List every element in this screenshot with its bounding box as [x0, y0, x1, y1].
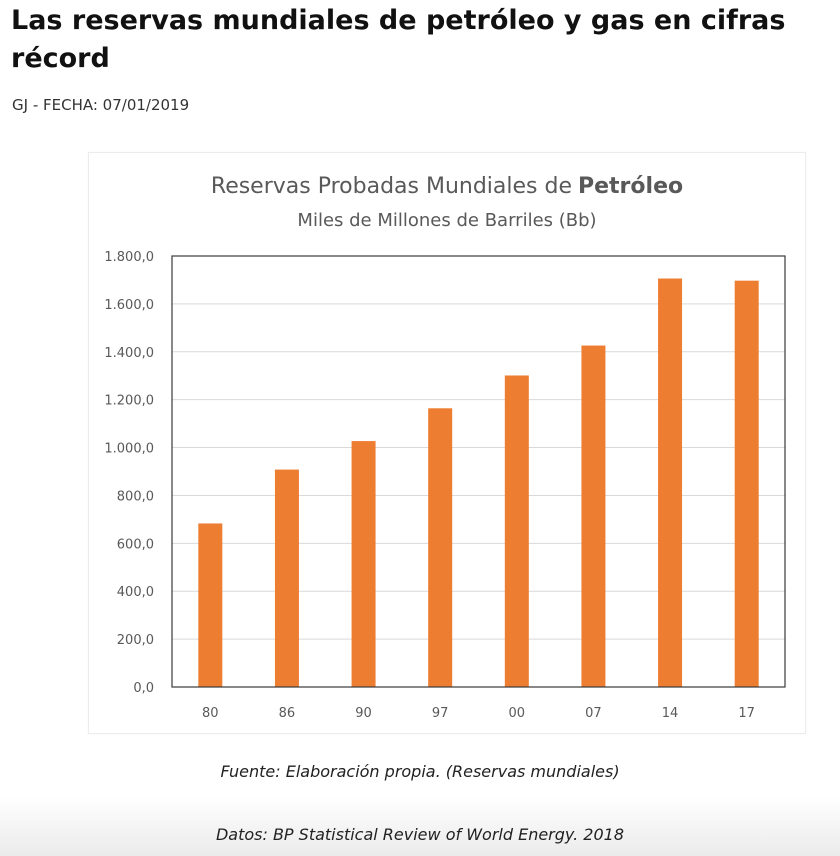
chart-title-bold: Petróleo [578, 174, 683, 199]
y-tick-label: 1.000,0 [104, 442, 154, 457]
bar-00 [504, 375, 529, 687]
y-tick-label: 1.800,0 [104, 250, 154, 265]
x-tick-label: 80 [202, 706, 219, 721]
x-tick-label: 17 [738, 706, 755, 721]
y-tick-label: 0,0 [133, 681, 154, 696]
x-tick-label: 14 [662, 706, 679, 721]
bar-86 [274, 469, 299, 687]
bars [198, 278, 759, 687]
bar-80 [198, 523, 223, 687]
plot-area-frame [171, 255, 786, 688]
gridlines [172, 255, 785, 688]
y-tick-label: 200,0 [117, 633, 154, 648]
bottom-fade [0, 796, 840, 856]
chart-title-regular: Reservas Probadas Mundiales de [211, 174, 572, 199]
caption-data: Datos: BP Statistical Review of World En… [215, 825, 625, 844]
article-byline: GJ - FECHA: 07/01/2019 [12, 96, 190, 114]
x-tick-label: 00 [509, 706, 526, 721]
y-tick-label: 400,0 [117, 585, 154, 600]
chart-title: Reservas Probadas Mundiales de Petróleo [211, 174, 683, 199]
chart-panel: Reservas Probadas Mundiales de Petróleo M… [88, 152, 806, 734]
bar-17 [734, 280, 759, 687]
y-tick-label: 1.400,0 [104, 346, 154, 361]
bar-14 [658, 278, 683, 687]
y-tick-label: 600,0 [117, 537, 154, 552]
bar-97 [428, 408, 453, 687]
x-tick-label: 97 [432, 706, 449, 721]
bar-07 [581, 345, 606, 687]
x-axis-ticks: 80 86 90 97 00 07 14 17 [202, 706, 755, 721]
caption-source: Fuente: Elaboración propia. (Reservas mu… [220, 762, 620, 781]
y-tick-label: 1.200,0 [104, 394, 154, 409]
y-tick-label: 1.600,0 [104, 298, 154, 313]
y-axis-ticks: 0,0 200,0 400,0 600,0 800,0 1.000,0 1.200,0 1.4… [104, 250, 154, 696]
bar-chart: Reservas Probadas Mundiales de Petróleo M… [104, 174, 786, 721]
x-tick-label: 90 [355, 706, 372, 721]
y-tick-label: 800,0 [117, 489, 154, 504]
chart-subtitle: Miles de Millones de Barriles (Bb) [297, 210, 596, 231]
x-tick-label: 07 [585, 706, 602, 721]
bar-90 [351, 441, 376, 687]
x-tick-label: 86 [279, 706, 296, 721]
article-title: Las reservas mundiales de petróleo y gas… [11, 5, 786, 74]
